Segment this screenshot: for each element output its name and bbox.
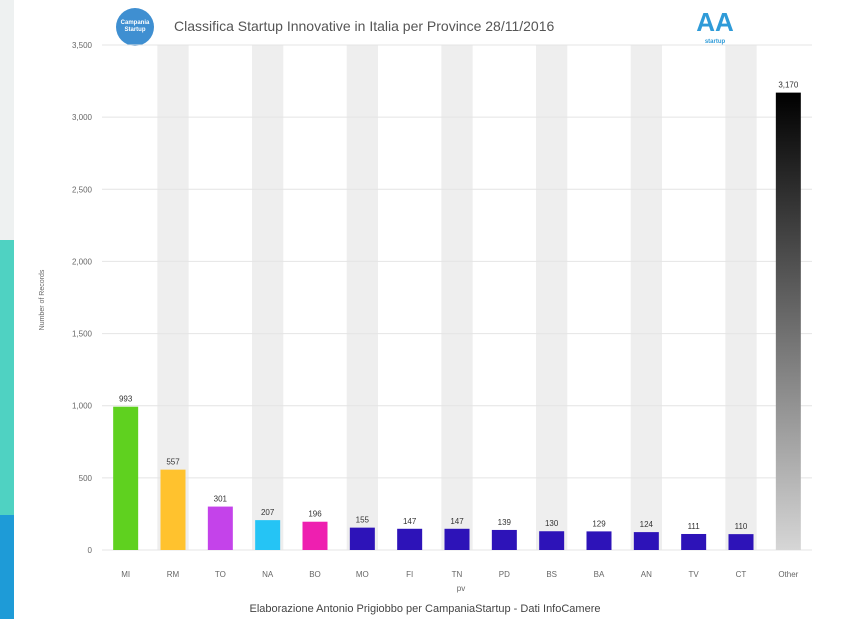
x-tick-label: BO	[309, 570, 321, 579]
bar	[113, 406, 139, 550]
x-tick-label: CT	[736, 570, 747, 579]
bar-value-label: 147	[450, 517, 464, 526]
y-tick-label: 500	[79, 474, 93, 483]
x-tick-label: TN	[452, 570, 463, 579]
logo-right-text: startup	[704, 39, 726, 45]
category-band	[346, 45, 378, 550]
category-band	[536, 45, 568, 550]
bar	[775, 92, 801, 550]
bar	[444, 528, 470, 550]
bar	[349, 527, 375, 550]
category-band	[252, 45, 284, 550]
bar-value-label: 3,170	[778, 81, 799, 90]
y-axis-ticks: 0 500 1,000 1,500 2,000 2,500 3,000 3,500	[72, 41, 93, 555]
chart-caption: Elaborazione Antonio Prigiobbo per Campa…	[250, 603, 601, 615]
bar	[302, 521, 328, 550]
bar	[539, 531, 565, 550]
logo-right-mark: AA	[696, 7, 734, 37]
startup-logo-icon: AA startup	[694, 6, 736, 50]
bar-value-label: 111	[688, 522, 701, 531]
y-tick-label: 2,500	[72, 185, 93, 194]
bar	[633, 532, 659, 550]
category-band	[441, 45, 473, 550]
bar-value-label: 993	[119, 395, 133, 404]
campania-startup-logo-icon: Campania Startup	[116, 8, 154, 46]
bar	[728, 534, 754, 550]
y-tick-label: 1,000	[72, 402, 93, 411]
bar-value-label: 196	[308, 510, 322, 519]
y-axis-title: Number of Records	[39, 269, 46, 330]
bar-value-label: 139	[498, 518, 512, 527]
category-band	[630, 45, 662, 550]
bar	[681, 533, 707, 550]
category-band	[725, 45, 757, 550]
bar-value-label: 130	[545, 519, 559, 528]
x-tick-label: BA	[594, 570, 605, 579]
x-axis-ticks: MI RM TO NA BO MO FI TN PD BS BA AN TV CT Other	[121, 570, 798, 579]
chart-title: Classifica Startup Innovative in Italia …	[174, 18, 555, 34]
bar	[397, 528, 423, 550]
bar-value-label: 147	[403, 517, 417, 526]
x-axis-title: pv	[457, 584, 465, 593]
left-strip-gray	[0, 0, 14, 240]
bar	[255, 520, 281, 550]
chart-header: Campania Startup Classifica Startup Inno…	[116, 4, 746, 50]
x-tick-label: MO	[356, 570, 369, 579]
bar	[586, 531, 612, 550]
bar-value-label: 207	[261, 508, 275, 517]
category-band	[157, 45, 189, 550]
y-tick-label: 0	[88, 546, 93, 555]
x-tick-label: TO	[215, 570, 226, 579]
left-strip-blue	[0, 515, 14, 619]
bar-value-label: 557	[166, 458, 180, 467]
bar	[207, 506, 233, 550]
bar	[491, 529, 517, 550]
bar-value-label: 124	[640, 520, 654, 529]
bars-group	[113, 92, 801, 550]
left-edge-strip	[0, 0, 14, 619]
x-tick-label: RM	[167, 570, 180, 579]
category-bands	[157, 45, 757, 550]
x-tick-label: TV	[689, 570, 700, 579]
logo-left-text: Campania Startup	[120, 20, 150, 33]
y-tick-label: 3,500	[72, 41, 93, 50]
bar-value-label: 110	[735, 522, 748, 531]
y-tick-label: 2,000	[72, 257, 93, 266]
bar	[160, 469, 186, 550]
bar-value-label: 301	[214, 495, 228, 504]
bar-value-label: 155	[356, 516, 370, 525]
y-tick-label: 3,000	[72, 113, 93, 122]
x-tick-label: PD	[499, 570, 510, 579]
x-tick-label: AN	[641, 570, 652, 579]
x-tick-label: MI	[121, 570, 130, 579]
x-tick-label: FI	[406, 570, 413, 579]
bar-value-labels: 993 557 301 207 196 155 147 147 139 130 129 124 111 1…	[119, 81, 799, 532]
x-tick-label: NA	[262, 570, 274, 579]
x-tick-label: BS	[546, 570, 557, 579]
bar-value-label: 129	[592, 519, 606, 528]
left-strip-teal	[0, 240, 14, 515]
y-tick-label: 1,500	[72, 330, 93, 339]
x-tick-label: Other	[778, 570, 798, 579]
